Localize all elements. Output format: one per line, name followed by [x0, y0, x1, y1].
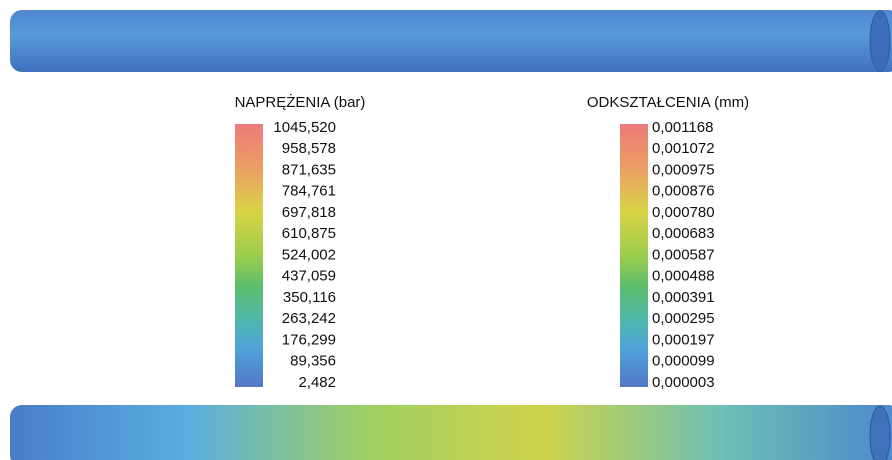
scale-label: 784,761 [282, 183, 336, 200]
scale-label: 263,242 [282, 310, 336, 327]
scale-label: 0,000295 [652, 310, 715, 327]
scale-label: 0,000876 [652, 183, 715, 200]
scale-label: 871,635 [282, 161, 336, 178]
color-scale [620, 124, 648, 387]
scale-label: 0,000197 [652, 331, 715, 348]
canvas: NAPRĘŻENIA (bar) 1045,520 958,578 871,635 78… [0, 0, 892, 460]
color-scale [235, 124, 263, 387]
scale-label: 437,059 [282, 268, 336, 285]
fea-result: NAPRĘŻENIA (bar) 1045,520 958,578 871,635 78… [0, 0, 892, 460]
scale-label: 524,002 [282, 246, 336, 263]
scale-label: 89,356 [290, 353, 336, 370]
pipe-bottom [10, 405, 892, 460]
scale-label: 0,000587 [652, 246, 715, 263]
scale-label: 350,116 [283, 289, 336, 306]
legend-title: NAPRĘŻENIA (bar) [235, 93, 366, 111]
scale-label: 0,001168 [652, 119, 713, 136]
scale-label: 610,875 [282, 225, 336, 242]
scale-label: 1045,520 [273, 119, 336, 136]
scale-label: 958,578 [282, 140, 336, 157]
scale-label: 0,000975 [652, 161, 715, 178]
scale-label: 0,000488 [652, 268, 715, 285]
scale-label: 0,001072 [652, 140, 715, 157]
pipe-top [10, 10, 892, 72]
scale-label: 0,000391 [652, 289, 715, 306]
scale-label: 0,000683 [652, 225, 715, 242]
scale-label: 0,000003 [652, 374, 715, 391]
scale-label: 0,000780 [652, 204, 715, 221]
legend-title: ODKSZTAŁCENIA (mm) [587, 94, 749, 111]
scale-label: 0,000099 [652, 353, 715, 370]
scale-label: 176,299 [282, 331, 336, 348]
scale-label: 697,818 [282, 204, 336, 221]
scale-label: 2,482 [298, 374, 336, 391]
